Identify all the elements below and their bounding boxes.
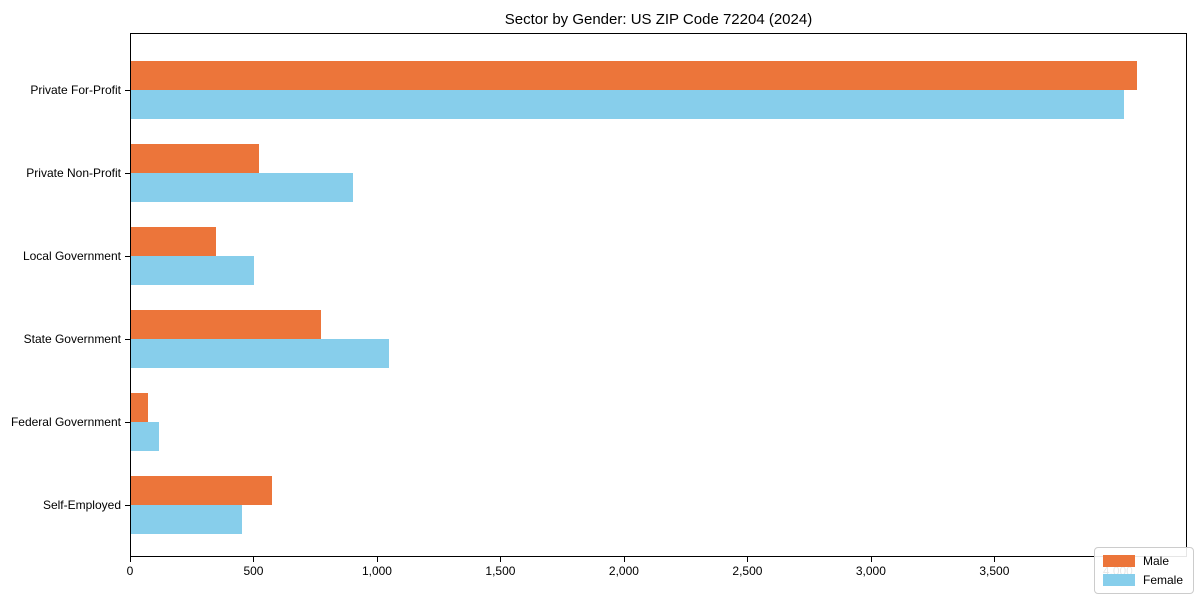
y-axis-category-label: Private Non-Profit — [26, 166, 121, 180]
legend-swatch-female — [1102, 574, 1135, 586]
x-axis-tick-label: 1,000 — [361, 564, 392, 578]
bar-male-1 — [131, 144, 260, 173]
x-axis-tick-label: 1,500 — [485, 564, 516, 578]
x-axis-tick-label: 2,000 — [608, 564, 639, 578]
bar-male-4 — [131, 393, 149, 422]
legend-label: Male — [1142, 554, 1169, 568]
y-axis-category-label: State Government — [23, 332, 121, 346]
legend-swatch-male — [1102, 555, 1135, 567]
x-axis-tick — [870, 557, 872, 562]
bar-male-0 — [131, 61, 1138, 90]
x-axis-tick — [130, 557, 131, 562]
bar-male-5 — [131, 476, 272, 505]
legend-item-female: Female — [1102, 573, 1183, 587]
x-axis-tick-label: 0 — [126, 564, 134, 578]
bar-female-4 — [131, 422, 160, 451]
y-axis-tick — [125, 173, 130, 174]
x-axis-tick — [253, 557, 255, 562]
y-axis-tick — [125, 505, 130, 506]
chart-title: Sector by Gender: US ZIP Code 72204 (202… — [504, 11, 813, 28]
y-axis-tick — [125, 339, 130, 340]
bar-female-5 — [131, 505, 243, 534]
x-axis-tick — [994, 557, 996, 562]
bar-female-2 — [131, 256, 255, 285]
x-axis-tick-label: 3,000 — [855, 564, 886, 578]
bar-female-0 — [131, 90, 1124, 119]
x-axis-tick — [376, 557, 378, 562]
y-axis-category-label: Self-Employed — [42, 498, 121, 512]
y-axis-tick — [125, 256, 130, 257]
y-axis-tick — [125, 90, 130, 91]
x-axis-tick — [747, 557, 749, 562]
x-axis-tick-label: 2,500 — [732, 564, 763, 578]
x-axis-tick-label: 3,500 — [979, 564, 1010, 578]
legend-label: Female — [1142, 573, 1183, 587]
x-axis-tick — [623, 557, 625, 562]
bar-female-3 — [131, 339, 390, 368]
x-axis-tick — [500, 557, 502, 562]
legend: Male Female — [1093, 547, 1194, 594]
legend-item-male: Male — [1102, 554, 1183, 568]
y-axis-tick — [125, 422, 130, 423]
y-axis-category-label: Federal Government — [10, 415, 121, 429]
bar-male-2 — [131, 227, 217, 256]
plot-area — [130, 33, 1187, 557]
x-axis-tick-label: 500 — [243, 564, 264, 578]
bar-female-1 — [131, 173, 354, 202]
y-axis-category-label: Local Government — [22, 249, 121, 263]
bar-male-3 — [131, 310, 322, 339]
y-axis-category-label: Private For-Profit — [30, 83, 121, 97]
